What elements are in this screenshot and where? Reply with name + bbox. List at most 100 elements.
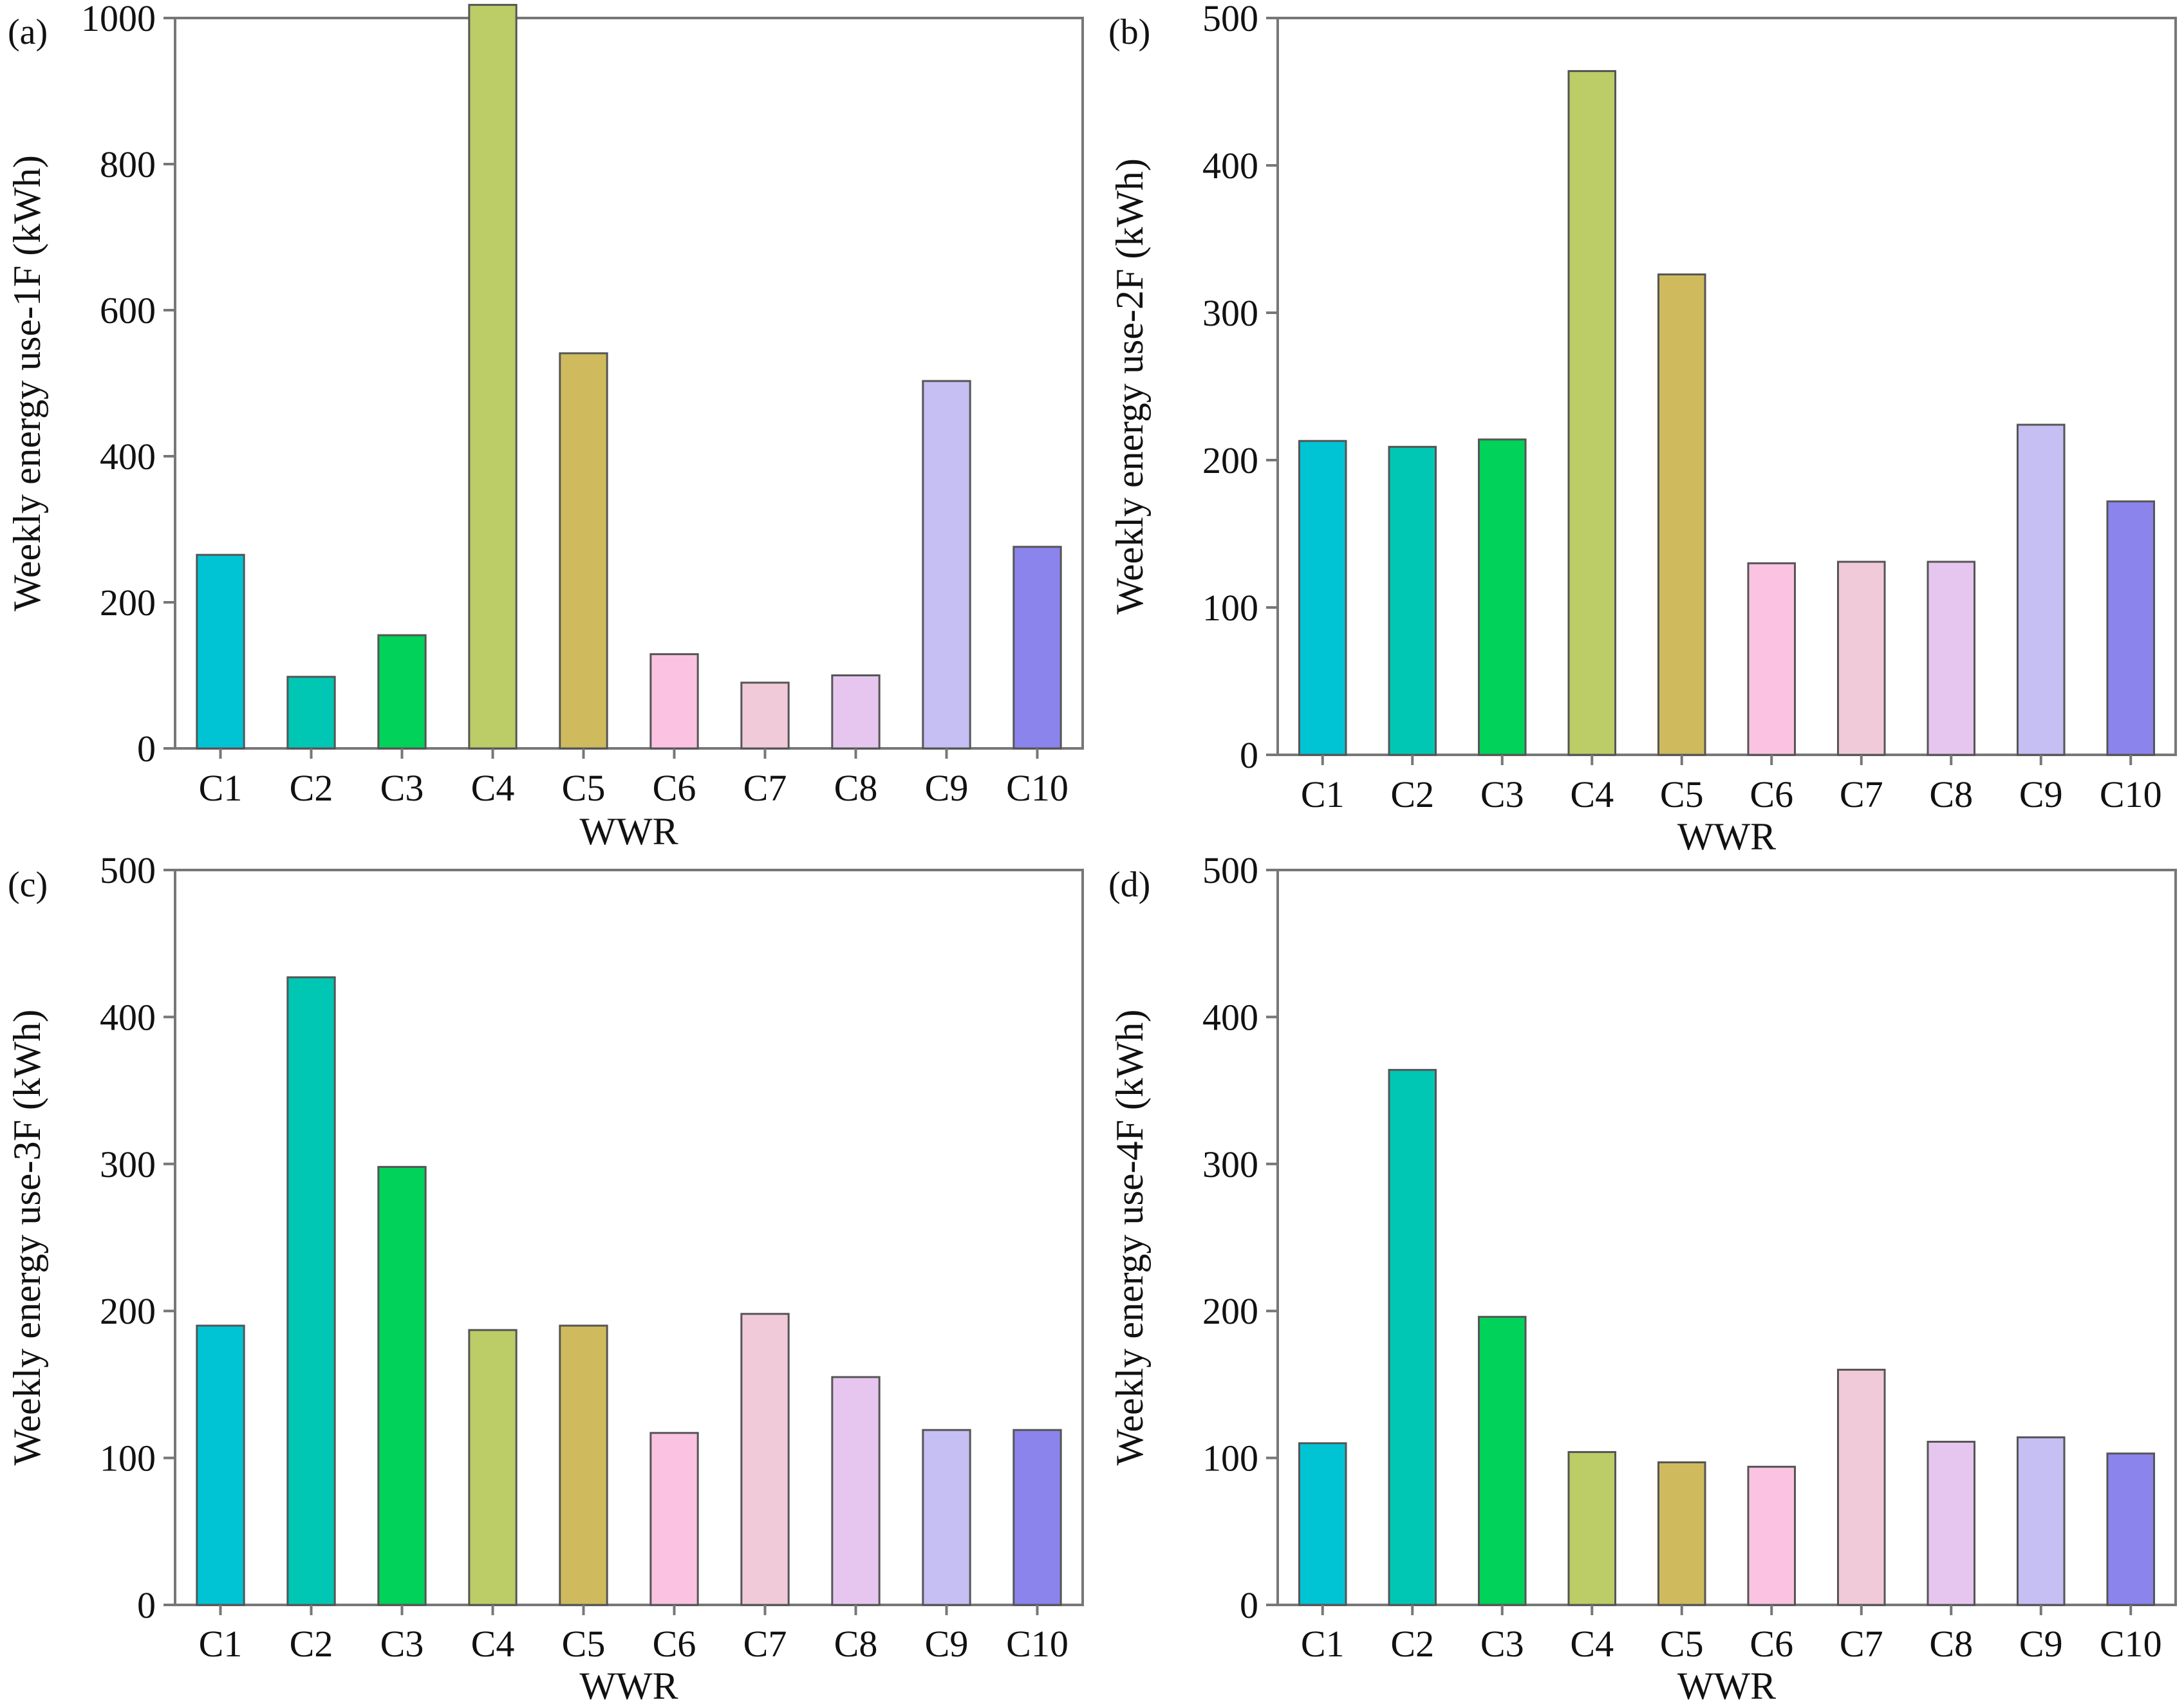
panel-b-x-tick-label-c1: C1: [1301, 773, 1345, 815]
panel-d-bar-c10: [2106, 1452, 2156, 1606]
panel-b-bar-c6: [1747, 562, 1797, 756]
panel-d-bar-c5: [1657, 1461, 1706, 1606]
panel-a-bar-c5: [559, 352, 608, 750]
panel-d-y-tick-label-300: 300: [1202, 1144, 1258, 1185]
panel-d-x-axis-title: WWR: [1677, 1665, 1776, 1704]
panel-c-bar-c3: [377, 1165, 427, 1606]
panel-d-bar-c6: [1747, 1465, 1797, 1606]
panel-a-x-tick-label-c8: C8: [834, 767, 878, 809]
panel-d-x-tick-label-c2: C2: [1390, 1623, 1434, 1665]
panel-b-plot-frame: [1276, 17, 2177, 756]
panel-d-x-tick-label-c7: C7: [1840, 1623, 1883, 1665]
panel-c-x-tick-label-c1: C1: [199, 1623, 243, 1665]
panel-d-y-tick-label-0: 0: [1240, 1584, 1258, 1626]
panel-b-y-tick-label-400: 400: [1202, 145, 1258, 187]
panel-c-bar-c4: [468, 1329, 518, 1606]
panel-d-x-tick-label-c1: C1: [1301, 1623, 1345, 1665]
panel-b-bar-c1: [1298, 440, 1347, 756]
panel-c-plot-frame: [174, 869, 1084, 1606]
panel-a-x-tick-label-c2: C2: [290, 767, 333, 809]
panel-a-bar-c1: [196, 553, 245, 750]
panel-d-y-tick-label-500: 500: [1202, 849, 1258, 891]
panel-a-y-tick-label-1000: 1000: [81, 0, 156, 39]
panel-d-plot-frame: [1276, 869, 2177, 1606]
panel-b-y-axis-title: Weekly energy use-2F (kWh): [1108, 158, 1151, 615]
panel-d-y-tick-label-200: 200: [1202, 1290, 1258, 1332]
panel-d-x-tick-label-c10: C10: [2100, 1623, 2162, 1665]
panel-b-x-tick-label-c6: C6: [1750, 773, 1793, 815]
panel-c-y-tick-label-100: 100: [100, 1438, 156, 1479]
panel-c-bar-c6: [649, 1432, 699, 1606]
panel-b-bar-c4: [1567, 69, 1617, 756]
panel-b-bar-c9: [2016, 423, 2066, 756]
panel-c-x-tick-label-c4: C4: [471, 1623, 515, 1665]
panel-a-y-tick-label-200: 200: [100, 582, 156, 624]
panel-c-x-tick-label-c10: C10: [1006, 1623, 1069, 1665]
panel-a-x-tick-label-c4: C4: [471, 767, 515, 809]
panel-b-x-tick-label-c2: C2: [1390, 773, 1434, 815]
panel-b-x-tick-label-c9: C9: [2019, 773, 2063, 815]
panel-a-bar-c2: [286, 676, 336, 750]
panel-a-y-tick-label-600: 600: [100, 290, 156, 331]
panel-b-x-tick-label-c8: C8: [1929, 773, 1973, 815]
panel-a-x-axis-title: WWR: [579, 810, 678, 853]
panel-c-x-tick-label-c5: C5: [562, 1623, 606, 1665]
panel-a-y-tick-label-400: 400: [100, 436, 156, 477]
panel-c-y-tick-label-0: 0: [137, 1584, 156, 1626]
panel-c-bar-c7: [740, 1313, 790, 1606]
panel-c-x-tick-label-c3: C3: [380, 1623, 424, 1665]
panel-d-x-tick-label-c6: C6: [1750, 1623, 1793, 1665]
panel-c-bar-c2: [286, 976, 336, 1606]
panel-d-bar-c8: [1927, 1440, 1976, 1606]
panel-c-y-tick-label-400: 400: [100, 996, 156, 1038]
panel-d-bar-c4: [1567, 1450, 1617, 1606]
panel-d-x-tick-label-c9: C9: [2019, 1623, 2063, 1665]
panel-b-y-tick-label-500: 500: [1202, 0, 1258, 39]
panel-b-bar-c3: [1477, 438, 1527, 756]
panel-b-bar-c7: [1836, 560, 1886, 756]
panel-a-bar-c9: [922, 380, 971, 750]
panel-d-x-tick-label-c3: C3: [1480, 1623, 1524, 1665]
panel-a-x-tick-label-c1: C1: [199, 767, 243, 809]
panel-c-bar-c8: [831, 1376, 881, 1606]
panel-b-y-tick-label-200: 200: [1202, 440, 1258, 481]
panel-d-bar-c7: [1836, 1369, 1886, 1606]
panel-c-x-tick-label-c9: C9: [925, 1623, 969, 1665]
panel-d-x-tick-label-c8: C8: [1929, 1623, 1973, 1665]
panel-c-x-tick-label-c7: C7: [743, 1623, 787, 1665]
panel-c-y-axis-title: Weekly energy use-3F (kWh): [6, 1010, 48, 1466]
panel-c-y-tick-label-200: 200: [100, 1290, 156, 1332]
panel-d-bar-c9: [2016, 1436, 2066, 1606]
panel-d-y-tick-label-400: 400: [1202, 996, 1258, 1038]
panel-a-x-tick-label-c3: C3: [380, 767, 424, 809]
panel-a-x-tick-label-c7: C7: [743, 767, 787, 809]
panel-d-y-tick-label-100: 100: [1202, 1438, 1258, 1479]
panel-a-x-tick-label-c9: C9: [925, 767, 969, 809]
panel-a-plot-frame: [174, 17, 1084, 750]
panel-d-y-axis-title: Weekly energy use-4F (kWh): [1108, 1010, 1151, 1466]
panel-b-x-tick-label-c5: C5: [1660, 773, 1704, 815]
panel-a-bar-c10: [1013, 546, 1062, 750]
panel-a-bar-c7: [740, 681, 790, 750]
panel-c-x-axis-title: WWR: [579, 1665, 678, 1704]
panel-b-x-tick-label-c3: C3: [1480, 773, 1524, 815]
panel-c-bar-c10: [1013, 1429, 1062, 1606]
panel-a-bar-c8: [831, 674, 881, 750]
panel-b-bar-c8: [1927, 560, 1976, 756]
panel-c-x-tick-label-c2: C2: [290, 1623, 333, 1665]
panel-b-bar-c2: [1388, 445, 1437, 756]
panel-d-bar-c2: [1388, 1069, 1437, 1606]
panel-c-bar-c5: [559, 1324, 608, 1606]
panel-d-x-tick-label-c4: C4: [1570, 1623, 1614, 1665]
panel-a-letter: (a): [8, 12, 48, 52]
panel-a-x-tick-label-c6: C6: [653, 767, 696, 809]
panel-b-bar-c10: [2106, 500, 2156, 756]
panel-a-bar-c4: [468, 4, 518, 750]
panel-b-letter: (b): [1108, 12, 1150, 52]
panel-b-x-tick-label-c4: C4: [1570, 773, 1614, 815]
panel-b-x-tick-label-c7: C7: [1840, 773, 1883, 815]
panel-b-y-tick-label-300: 300: [1202, 292, 1258, 334]
panel-b-bar-c5: [1657, 273, 1706, 756]
panel-d-bar-c1: [1298, 1442, 1347, 1606]
